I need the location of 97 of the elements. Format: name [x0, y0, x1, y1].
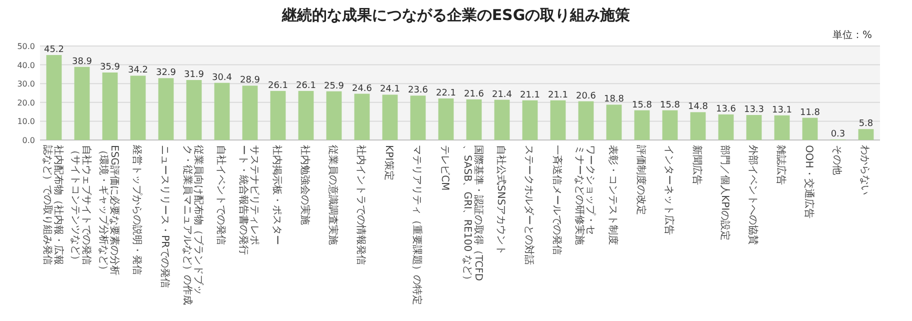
x-tick-label: ワークショップ・セミナーなどの研修実施 — [574, 145, 596, 245]
bar — [662, 110, 678, 140]
bar — [718, 114, 734, 140]
bar — [102, 72, 118, 140]
data-label: 31.9 — [184, 70, 204, 80]
bar — [690, 112, 706, 140]
data-label: 34.2 — [128, 66, 148, 76]
data-label: 23.6 — [408, 86, 428, 96]
y-tick-label: 50.0 — [17, 42, 35, 51]
x-tick-label: 自社イベントでの発信 — [215, 145, 227, 245]
data-label: 28.9 — [240, 76, 260, 86]
bar — [578, 101, 594, 140]
y-tick-label: 30.0 — [17, 80, 35, 89]
bar — [522, 100, 538, 140]
chart-title: 継続的な成果につながる企業のESGの取り組み施策 — [280, 6, 632, 24]
text: 単位：% — [832, 29, 872, 41]
data-label: 32.9 — [156, 68, 176, 78]
x-tick-label: 自社ウェブサイトでの発信（サイトコンテンツなど） — [70, 145, 92, 265]
data-label: 38.9 — [72, 56, 92, 67]
x-tick-label: インターネット広告 — [663, 145, 675, 235]
data-label: 30.4 — [212, 72, 232, 83]
x-tick-label: 従業員の意識調査実施 — [327, 145, 339, 245]
x-tick-label: サステナビリティレポート・統合報告書の発行 — [238, 145, 260, 255]
x-tick-label: 外部イベントへの協賛 — [747, 145, 759, 245]
x-tick-label: 表彰・コンテスト制度 — [607, 145, 619, 245]
x-tick-label: 社内イントラでの情報発信 — [355, 145, 367, 265]
data-label: 22.1 — [436, 88, 456, 98]
x-tick-label: テレビCM — [439, 145, 450, 191]
y-tick-label: 0.0 — [22, 136, 35, 145]
data-label: 15.8 — [660, 100, 680, 110]
bar — [802, 118, 818, 140]
x-tick-label: 従業員向け配布物（ブランドブック・従業員マニュアルなど）の作成 — [182, 145, 204, 305]
bar — [298, 90, 314, 140]
data-label: 24.6 — [352, 84, 372, 94]
data-label: 20.6 — [576, 91, 596, 102]
x-tick-label: ニュースリリース・PRでの発信 — [159, 145, 171, 288]
data-label: 21.4 — [492, 90, 512, 100]
bar — [130, 76, 146, 140]
bar — [774, 115, 790, 140]
y-tick-label: 40.0 — [17, 60, 35, 70]
bar — [382, 94, 398, 140]
data-label: 26.1 — [296, 80, 316, 91]
x-tick-label: 部門／個人KPIの設定 — [719, 145, 731, 241]
bar — [410, 96, 426, 140]
bar — [270, 90, 286, 140]
x-tick-label: 一斉送信メールでの発信 — [551, 145, 563, 255]
data-label: 18.8 — [604, 94, 624, 105]
data-label: 13.3 — [744, 104, 764, 115]
x-tick-label: 社内配布物（社内報・広報誌など）での取り組み発信 — [42, 145, 64, 265]
data-label: 35.9 — [100, 62, 120, 73]
bar — [466, 99, 482, 140]
bar — [746, 114, 762, 140]
bar — [550, 100, 566, 140]
data-label: 25.9 — [324, 81, 344, 92]
data-label: 15.8 — [632, 100, 652, 110]
bar — [354, 94, 370, 140]
x-tick-label: 自社公式SNSアカウント — [495, 145, 507, 256]
bar — [858, 129, 874, 140]
data-label: 5.8 — [858, 119, 874, 130]
x-tick-label: マテリアリティ（重要課題）の特定 — [411, 145, 423, 305]
data-label: 26.1 — [268, 80, 288, 91]
x-tick-label: その他 — [831, 145, 843, 175]
x-tick-label: ステークホルダーとの対話 — [523, 145, 535, 265]
data-label: 24.1 — [380, 84, 400, 95]
x-tick-label: 新聞広告 — [691, 145, 703, 185]
x-tick-label: 経営トップからの説明・発信 — [131, 144, 143, 275]
x-tick-label: 社内勉強会の実施 — [299, 145, 311, 225]
x-tick-label: 社内掲示板・ポスター — [271, 145, 283, 245]
x-tick-label: 国際基準・認証の取得（TCFD、SASB、GRI、RE100 など） — [462, 145, 484, 285]
y-tick-label: 10.0 — [17, 117, 35, 126]
bar — [186, 80, 202, 140]
data-label: 0.3 — [830, 129, 846, 140]
x-tick-label: KPI策定 — [383, 145, 395, 181]
x-tick-label: 評価制度の改定 — [635, 145, 647, 215]
bar — [214, 82, 230, 140]
bar — [46, 55, 62, 140]
x-tick-label: わからない — [859, 145, 870, 195]
bar — [606, 104, 622, 140]
bar — [494, 100, 510, 140]
data-label: 13.1 — [772, 105, 792, 116]
bar — [74, 66, 90, 140]
data-label: 13.6 — [716, 104, 736, 114]
data-label: 21.1 — [520, 90, 540, 100]
bar — [438, 98, 454, 140]
bar — [158, 78, 174, 140]
data-label: 11.8 — [800, 108, 820, 118]
bar — [326, 91, 342, 140]
bar — [242, 86, 258, 140]
y-tick-label: 20.0 — [17, 98, 35, 108]
bar — [634, 110, 650, 140]
x-tick-label: OOH・交通広告 — [803, 145, 815, 218]
data-label: 45.2 — [44, 45, 64, 56]
data-label: 21.6 — [464, 89, 484, 100]
x-tick-label: ESG評価に必要な要素の分析（環境・ギャップ分析など） — [98, 145, 120, 276]
data-label: 14.8 — [688, 102, 708, 112]
data-label: 21.1 — [548, 90, 568, 100]
x-tick-label: 雑誌広告 — [775, 145, 787, 185]
